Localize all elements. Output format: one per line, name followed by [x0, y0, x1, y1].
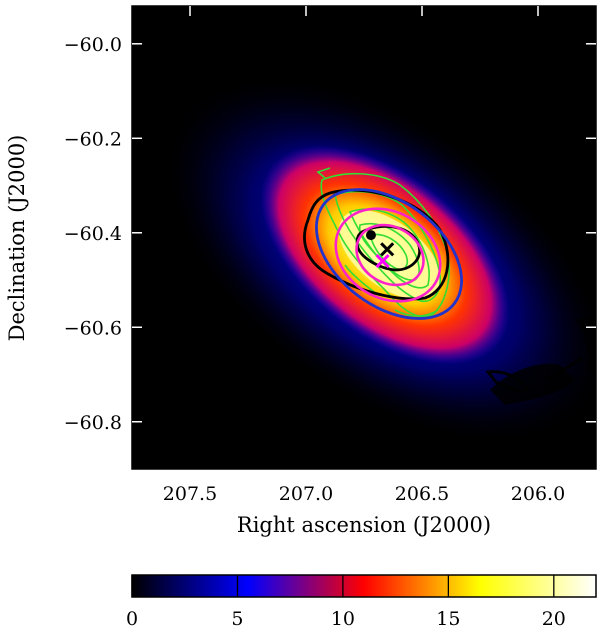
- blue-ellipse: [315, 188, 463, 320]
- plot-frame: [131, 5, 597, 470]
- colorbar-tick-label: 20: [542, 608, 566, 630]
- x-axis-ticks: 207.5 207.0 206.5 206.0: [163, 6, 565, 505]
- magenta-cross-marker: [375, 254, 390, 269]
- x-tick-label: 206.5: [395, 483, 449, 505]
- y-axis-ticks: −60.0 −60.2 −60.4 −60.6 −60.8: [64, 34, 596, 434]
- black-cross-marker: [380, 242, 395, 257]
- x-axis-label: Right ascension (J2000): [237, 513, 491, 537]
- colorbar: [131, 574, 597, 598]
- contour-overlays: [303, 167, 583, 393]
- black-dot-marker: [365, 230, 376, 241]
- y-tick-label: −60.6: [64, 317, 122, 339]
- magenta-contours: [334, 207, 442, 303]
- x-tick-label: 207.0: [279, 483, 333, 505]
- y-tick-label: −60.0: [64, 34, 122, 56]
- x-tick-label: 207.5: [163, 483, 217, 505]
- source-markers: [365, 230, 395, 269]
- colorbar-tick-label: 10: [331, 608, 355, 630]
- y-tick-label: −60.2: [64, 128, 122, 150]
- y-tick-label: −60.8: [64, 412, 122, 434]
- y-tick-label: −60.4: [64, 223, 122, 245]
- colorbar-tick-label: 15: [436, 608, 460, 630]
- y-axis-label: Declination (J2000): [5, 135, 29, 342]
- heatmap-image: [132, 6, 596, 469]
- colorbar-tick-label: 5: [231, 608, 243, 630]
- colorbar-ticks: 0 5 10 15 20: [126, 575, 566, 630]
- x-tick-label: 206.0: [511, 483, 565, 505]
- colorbar-tick-label: 0: [126, 608, 138, 630]
